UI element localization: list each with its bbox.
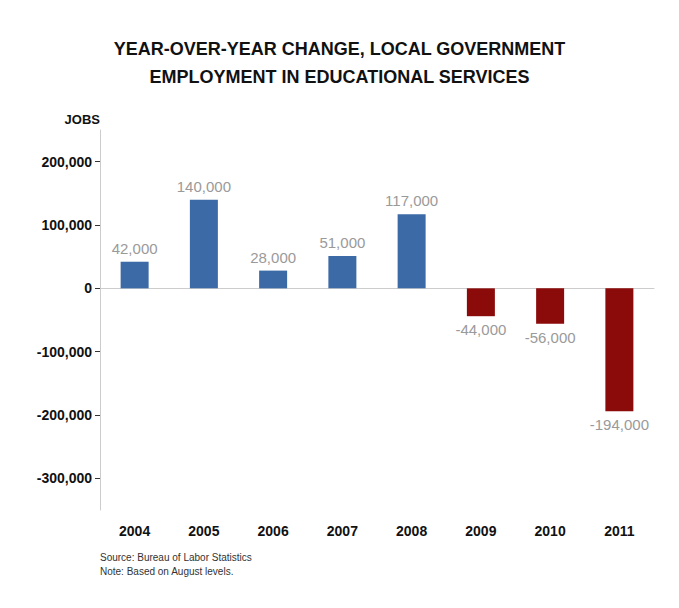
svg-text:-44,000: -44,000: [455, 321, 506, 338]
svg-text:2006: 2006: [258, 523, 289, 539]
svg-text:100,000: 100,000: [41, 217, 92, 233]
svg-text:28,000: 28,000: [250, 249, 296, 266]
svg-text:2004: 2004: [119, 523, 150, 539]
svg-text:EMPLOYMENT IN EDUCATIONAL SERV: EMPLOYMENT IN EDUCATIONAL SERVICES: [149, 67, 529, 87]
svg-text:Note: Based on August levels.: Note: Based on August levels.: [100, 566, 233, 577]
svg-text:117,000: 117,000: [385, 192, 438, 209]
svg-text:2008: 2008: [396, 523, 427, 539]
svg-text:-194,000: -194,000: [590, 416, 649, 433]
svg-text:-100,000: -100,000: [37, 344, 92, 360]
svg-text:JOBS: JOBS: [65, 112, 101, 127]
svg-text:2010: 2010: [535, 523, 566, 539]
svg-text:2005: 2005: [188, 523, 219, 539]
svg-text:-56,000: -56,000: [525, 329, 576, 346]
svg-text:42,000: 42,000: [112, 240, 158, 257]
svg-text:2011: 2011: [604, 523, 635, 539]
svg-text:-300,000: -300,000: [37, 470, 92, 486]
svg-text:Source: Bureau of Labor Statis: Source: Bureau of Labor Statistics: [100, 552, 252, 563]
svg-text:0: 0: [84, 280, 92, 296]
svg-text:51,000: 51,000: [319, 234, 365, 251]
svg-text:200,000: 200,000: [41, 154, 92, 170]
svg-text:140,000: 140,000: [177, 178, 231, 195]
svg-text:2007: 2007: [327, 523, 358, 539]
svg-text:YEAR-OVER-YEAR CHANGE, LOCAL G: YEAR-OVER-YEAR CHANGE, LOCAL GOVERNMENT: [114, 39, 566, 59]
svg-text:-200,000: -200,000: [37, 407, 92, 423]
svg-text:2009: 2009: [465, 523, 496, 539]
